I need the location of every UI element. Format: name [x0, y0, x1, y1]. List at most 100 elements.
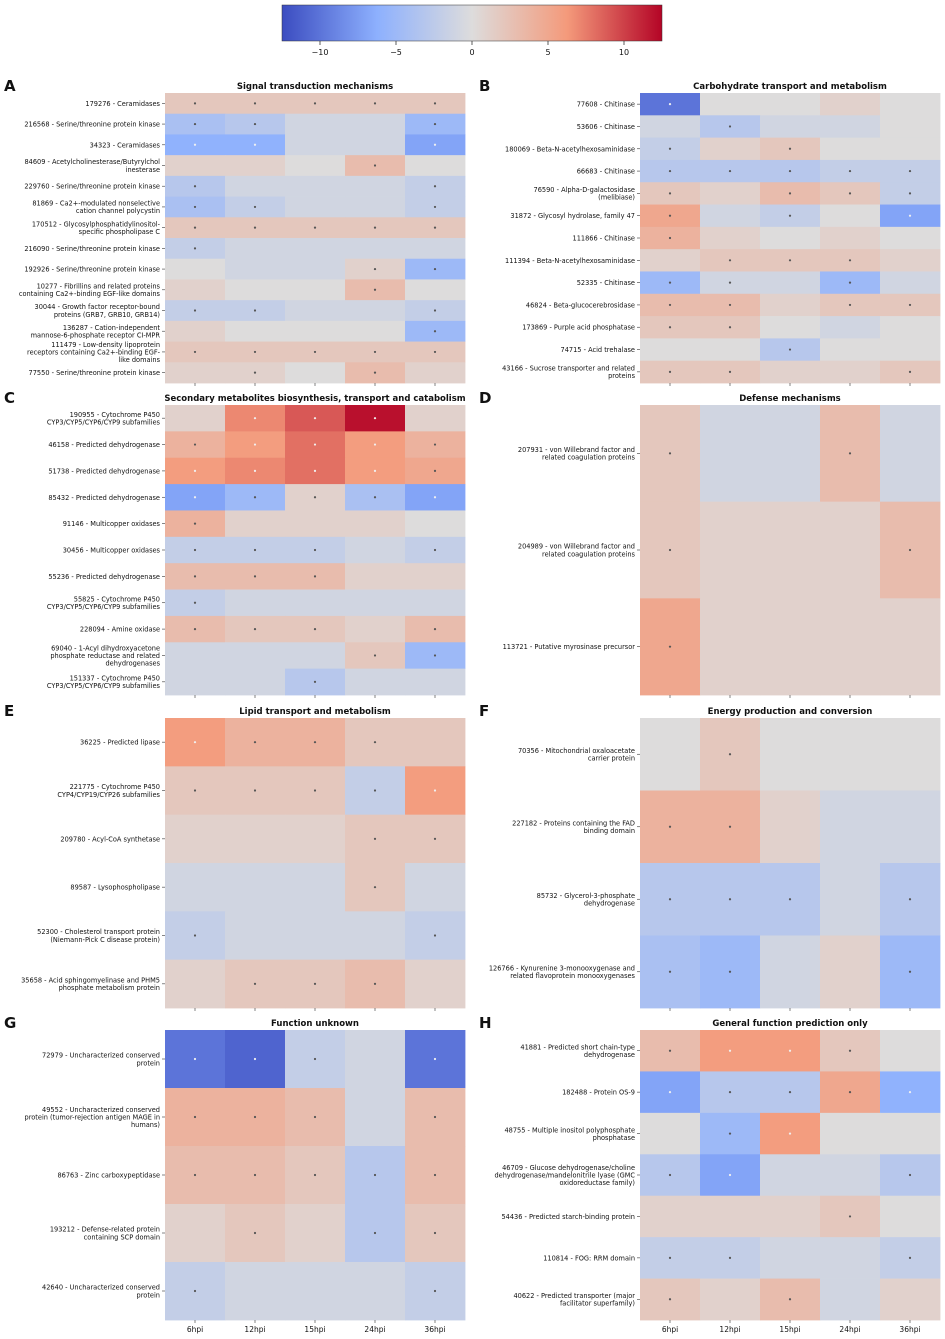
- heatmap-cell: [700, 204, 761, 228]
- significance-marker: [788, 898, 792, 901]
- significance-marker: [193, 185, 197, 188]
- heatmap-cell: [285, 362, 346, 384]
- row-label: 180069 - Beta-N-acetylhexosaminidase: [505, 145, 635, 153]
- heatmap-cell: [345, 911, 406, 961]
- significance-marker: [668, 103, 672, 106]
- heatmap-cell: [345, 589, 406, 617]
- heatmap-cell: [700, 93, 761, 116]
- heatmap-cell: [880, 338, 941, 362]
- heatmap-cell: [760, 360, 821, 384]
- significance-marker: [728, 259, 732, 262]
- significance-marker: [193, 741, 197, 744]
- significance-marker: [788, 1298, 792, 1301]
- row-label: 51738 - Predicted dehydrogenase: [48, 467, 160, 475]
- panel-letter: A: [4, 77, 16, 95]
- heatmap-cell: [225, 1262, 286, 1321]
- colorbar-gradient: [281, 4, 663, 42]
- significance-marker: [433, 1173, 437, 1177]
- heatmap-cell: [165, 320, 226, 342]
- row-label: 77550 - Serine/threonine protein kinase: [29, 369, 160, 377]
- significance-marker: [193, 1289, 197, 1293]
- heatmap-cell: [820, 790, 881, 864]
- significance-marker: [848, 1215, 852, 1218]
- significance-marker: [728, 1091, 732, 1094]
- column-label: 36hpi: [899, 1325, 920, 1334]
- row-label: 54436 - Predicted starch-binding protein: [501, 1213, 635, 1221]
- row-label: 111479 - Low-density lipoprotein receptor…: [27, 341, 161, 364]
- significance-marker: [253, 122, 257, 126]
- heatmap-cell: [285, 320, 346, 342]
- heatmap-cell: [225, 911, 286, 961]
- row-label: 41881 - Predicted short chain-type dehydr…: [520, 1043, 635, 1059]
- significance-marker: [313, 226, 317, 229]
- row-label: 85732 - Glycerol-3-phosphate dehydrogenas…: [537, 892, 635, 908]
- row-label: 70356 - Mitochondrial oxaloacetate carrie…: [518, 747, 635, 763]
- significance-marker: [668, 169, 672, 173]
- significance-marker: [253, 1173, 257, 1177]
- significance-marker: [433, 350, 437, 354]
- significance-marker: [728, 125, 732, 128]
- row-label: 170512 - Glycosylphosphatidylinositol-sp…: [32, 220, 161, 236]
- heatmap-cell: [820, 204, 881, 228]
- heatmap-cell: [285, 1262, 346, 1321]
- column-label: 6hpi: [662, 1325, 678, 1334]
- significance-marker: [313, 1115, 317, 1119]
- significance-marker: [373, 417, 377, 420]
- heatmap-cell: [760, 226, 821, 250]
- heatmap-cell: [880, 115, 941, 139]
- significance-marker: [313, 575, 317, 578]
- row-label: 216568 - Serine/threonine protein kinase: [24, 121, 160, 129]
- significance-marker: [193, 350, 197, 354]
- significance-marker: [313, 741, 317, 744]
- panel-letter: E: [4, 702, 14, 720]
- heatmap-cell: [405, 405, 466, 432]
- row-label: 35658 - Acid sphingomyelinase and PHM5 ph…: [21, 977, 160, 993]
- significance-marker: [433, 330, 437, 333]
- heatmap-cell: [760, 1195, 821, 1238]
- heatmap-cell: [405, 155, 466, 177]
- significance-marker: [908, 370, 912, 373]
- heatmap-cell: [345, 175, 406, 197]
- heatmap-cell: [640, 338, 701, 362]
- panel-d: D Defense mechanisms 207931 - von Willebra…: [479, 389, 941, 698]
- heatmap-cell: [345, 300, 406, 322]
- heatmap-cell: [820, 501, 881, 599]
- heatmap-cell: [285, 642, 346, 670]
- significance-marker: [253, 417, 257, 420]
- significance-marker: [193, 575, 197, 578]
- heatmap-cell: [345, 1088, 406, 1147]
- row-label: 84609 - Acetylcholinesterase/Butyrylchol…: [24, 158, 160, 174]
- row-label: 228094 - Amine oxidase: [80, 626, 160, 634]
- significance-marker: [313, 1173, 317, 1177]
- significance-marker: [253, 102, 257, 105]
- significance-marker: [668, 1256, 672, 1259]
- heatmap-cell: [165, 814, 226, 864]
- significance-marker: [668, 548, 672, 552]
- row-label: 209780 - Acyl-CoA synthetase: [60, 835, 160, 843]
- row-label: 52300 - Cholesterol transport protein (Ni…: [37, 928, 160, 944]
- significance-marker: [848, 1049, 852, 1052]
- significance-marker: [193, 1057, 197, 1061]
- heatmap-cell: [760, 293, 821, 317]
- heatmap-cell: [760, 1237, 821, 1279]
- significance-marker: [373, 741, 377, 744]
- panel-title: Lipid transport and metabolism: [239, 707, 391, 717]
- column-label: 24hpi: [839, 1325, 860, 1334]
- row-label: 77608 - Chitinase: [577, 101, 635, 109]
- heatmap-cell: [640, 1195, 701, 1238]
- heatmap-cell: [225, 175, 286, 197]
- heatmap-cell: [820, 1112, 881, 1155]
- heatmap-cell: [165, 362, 226, 384]
- heatmap-cell: [285, 196, 346, 218]
- heatmap-cell: [225, 642, 286, 670]
- row-label: 111394 - Beta-N-acetylhexosaminidase: [505, 257, 635, 265]
- heatmap-cell: [700, 1195, 761, 1238]
- significance-marker: [433, 122, 437, 126]
- row-label: 151337 - Cytochrome P450 CYP3/CYP5/CYP6/C…: [47, 675, 161, 691]
- significance-marker: [313, 496, 317, 499]
- panel-a: A Signal transduction mechanisms 179276 - …: [4, 77, 466, 386]
- heatmap-cell: [700, 137, 761, 161]
- heatmap-cell: [760, 405, 821, 503]
- significance-marker: [433, 1289, 437, 1293]
